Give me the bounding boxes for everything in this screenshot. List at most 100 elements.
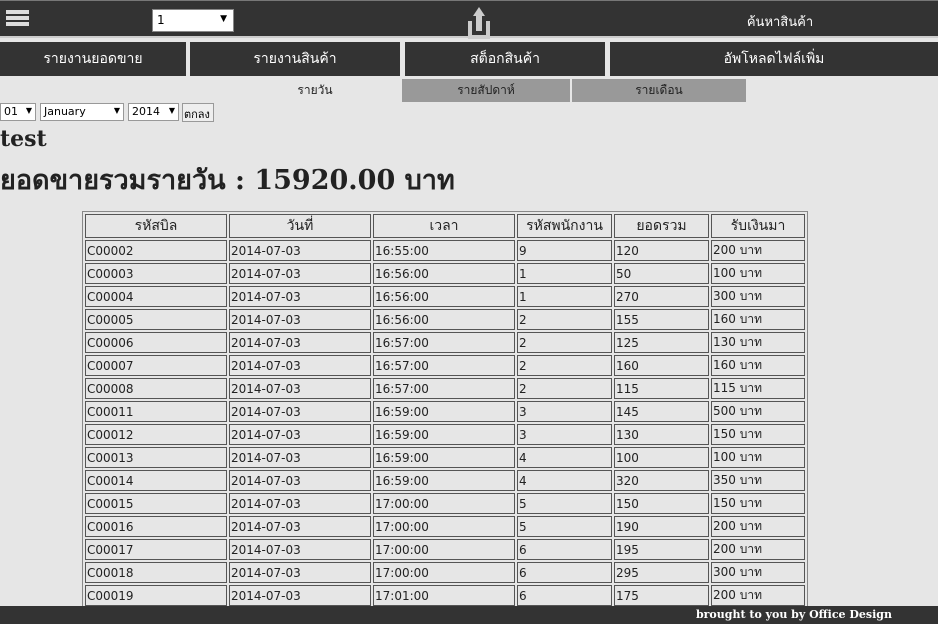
- cell-received: 200 บาท: [711, 516, 805, 537]
- year-select[interactable]: 2014 ▼: [128, 103, 179, 121]
- cell-received: 115 บาท: [711, 378, 805, 399]
- footer: brought to you by Office Design: [0, 606, 938, 624]
- cell-bill-id: C00011: [85, 401, 227, 422]
- cell-employee-id: 3: [517, 401, 612, 422]
- table-row: C00002 2014-07-03 16:55:00 9 120 200 บาท: [85, 240, 805, 261]
- nav-stock[interactable]: สต็อกสินค้า: [405, 42, 605, 76]
- cell-total: 100: [614, 447, 709, 468]
- cell-bill-id: C00004: [85, 286, 227, 307]
- day-value: 01: [4, 105, 18, 118]
- table-row: C00004 2014-07-03 16:56:00 1 270 300 บาท: [85, 286, 805, 307]
- cell-bill-id: C00002: [85, 240, 227, 261]
- cell-received: 300 บาท: [711, 562, 805, 583]
- dropdown-arrow-icon: ▼: [25, 106, 32, 115]
- cell-time: 16:59:00: [373, 447, 515, 468]
- header-employee-id: รหัสพนักงาน: [517, 214, 612, 238]
- cell-bill-id: C00014: [85, 470, 227, 491]
- cell-time: 16:59:00: [373, 424, 515, 445]
- hamburger-menu-icon[interactable]: [6, 10, 29, 30]
- cell-bill-id: C00008: [85, 378, 227, 399]
- daily-sales-total: ยอดขายรวมรายวัน : 15920.00 บาท: [0, 165, 455, 196]
- cell-time: 16:57:00: [373, 355, 515, 376]
- cell-bill-id: C00013: [85, 447, 227, 468]
- cell-employee-id: 2: [517, 378, 612, 399]
- sales-table: รหัสบิล วันที่ เวลา รหัสพนักงาน ยอดรวม ร…: [82, 211, 808, 609]
- cell-total: 190: [614, 516, 709, 537]
- day-select[interactable]: 01 ▼: [0, 103, 36, 121]
- cell-employee-id: 9: [517, 240, 612, 261]
- header-date: วันที่: [229, 214, 371, 238]
- table-row: C00003 2014-07-03 16:56:00 1 50 100 บาท: [85, 263, 805, 284]
- cell-date: 2014-07-03: [229, 309, 371, 330]
- submit-button[interactable]: ตกลง: [182, 103, 214, 122]
- cell-received: 200 บาท: [711, 539, 805, 560]
- upload-icon[interactable]: [464, 7, 494, 39]
- cell-total: 270: [614, 286, 709, 307]
- cell-total: 115: [614, 378, 709, 399]
- cell-received: 200 บาท: [711, 240, 805, 261]
- tab-daily[interactable]: รายวัน: [297, 83, 333, 97]
- cell-received: 150 บาท: [711, 424, 805, 445]
- page-select[interactable]: 1 ▼: [152, 9, 234, 32]
- cell-time: 16:59:00: [373, 401, 515, 422]
- year-value: 2014: [132, 105, 160, 118]
- cell-received: 100 บาท: [711, 447, 805, 468]
- cell-date: 2014-07-03: [229, 378, 371, 399]
- nav-sales-report[interactable]: รายงานยอดขาย: [0, 42, 186, 76]
- cell-time: 17:00:00: [373, 493, 515, 514]
- table-row: C00016 2014-07-03 17:00:00 5 190 200 บาท: [85, 516, 805, 537]
- cell-received: 160 บาท: [711, 355, 805, 376]
- table-row: C00008 2014-07-03 16:57:00 2 115 115 บาท: [85, 378, 805, 399]
- cell-bill-id: C00015: [85, 493, 227, 514]
- cell-total: 120: [614, 240, 709, 261]
- cell-time: 16:57:00: [373, 378, 515, 399]
- cell-time: 16:59:00: [373, 470, 515, 491]
- cell-total: 320: [614, 470, 709, 491]
- cell-employee-id: 6: [517, 562, 612, 583]
- cell-employee-id: 4: [517, 447, 612, 468]
- cell-bill-id: C00012: [85, 424, 227, 445]
- cell-employee-id: 2: [517, 309, 612, 330]
- header-total: ยอดรวม: [614, 214, 709, 238]
- cell-total: 195: [614, 539, 709, 560]
- cell-time: 17:01:00: [373, 585, 515, 606]
- month-select[interactable]: January ▼: [40, 103, 124, 121]
- cell-date: 2014-07-03: [229, 562, 371, 583]
- cell-received: 500 บาท: [711, 401, 805, 422]
- cell-date: 2014-07-03: [229, 401, 371, 422]
- cell-employee-id: 1: [517, 286, 612, 307]
- cell-received: 200 บาท: [711, 585, 805, 606]
- nav-upload[interactable]: อัพโหลดไฟล์เพิ่ม: [610, 42, 938, 76]
- cell-employee-id: 2: [517, 355, 612, 376]
- cell-time: 17:00:00: [373, 516, 515, 537]
- cell-time: 17:00:00: [373, 539, 515, 560]
- cell-time: 17:00:00: [373, 562, 515, 583]
- cell-date: 2014-07-03: [229, 240, 371, 261]
- cell-date: 2014-07-03: [229, 447, 371, 468]
- table-row: C00018 2014-07-03 17:00:00 6 295 300 บาท: [85, 562, 805, 583]
- cell-total: 150: [614, 493, 709, 514]
- tab-monthly[interactable]: รายเดือน: [572, 79, 746, 102]
- cell-employee-id: 1: [517, 263, 612, 284]
- top-bar: 1 ▼ ค้นหาสินค้า: [0, 0, 938, 39]
- cell-time: 16:57:00: [373, 332, 515, 353]
- table-row: C00012 2014-07-03 16:59:00 3 130 150 บาท: [85, 424, 805, 445]
- dropdown-arrow-icon: ▼: [220, 14, 227, 24]
- cell-employee-id: 6: [517, 539, 612, 560]
- cell-employee-id: 4: [517, 470, 612, 491]
- tab-weekly[interactable]: รายสัปดาห์: [402, 79, 570, 102]
- cell-total: 125: [614, 332, 709, 353]
- cell-date: 2014-07-03: [229, 585, 371, 606]
- nav-product-report[interactable]: รายงานสินค้า: [190, 42, 400, 76]
- search-products-link[interactable]: ค้นหาสินค้า: [746, 15, 814, 30]
- cell-bill-id: C00019: [85, 585, 227, 606]
- cell-date: 2014-07-03: [229, 355, 371, 376]
- cell-total: 145: [614, 401, 709, 422]
- cell-total: 160: [614, 355, 709, 376]
- cell-employee-id: 5: [517, 516, 612, 537]
- dropdown-arrow-icon: ▼: [168, 106, 175, 115]
- dropdown-arrow-icon: ▼: [113, 106, 120, 115]
- month-value: January: [44, 105, 86, 118]
- cell-total: 50: [614, 263, 709, 284]
- cell-bill-id: C00003: [85, 263, 227, 284]
